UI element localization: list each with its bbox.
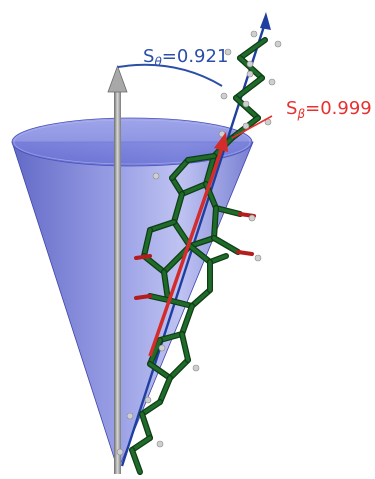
- bond: [148, 220, 176, 232]
- hydrogen-atom: [242, 100, 250, 108]
- hydrogen-atom: [242, 122, 250, 130]
- bond: [180, 332, 190, 362]
- bond: [188, 244, 212, 264]
- bond: [234, 76, 264, 100]
- hydrogen-atom: [248, 214, 256, 222]
- hydrogen-atom: [268, 78, 276, 86]
- bond: [162, 270, 170, 302]
- bond: [168, 358, 190, 380]
- hydrogen-atom: [144, 396, 152, 404]
- bond: [142, 228, 152, 258]
- bond: [130, 436, 152, 452]
- bond: [170, 158, 190, 180]
- bond: [214, 206, 242, 216]
- hydrogen-atom: [274, 40, 282, 48]
- bond: [158, 332, 184, 342]
- hydrogen-atom: [246, 60, 254, 68]
- hydrogen-atom: [192, 364, 200, 372]
- s-theta-label: Sθ=0.921: [143, 46, 228, 69]
- hydrogen-atom: [116, 448, 124, 456]
- bond: [130, 448, 142, 474]
- bond: [188, 236, 216, 248]
- hydrogen-atom: [126, 412, 134, 420]
- bond: [148, 294, 170, 302]
- s-beta-label: Sβ=0.999: [286, 98, 372, 121]
- hydrogen-atom: [254, 254, 262, 262]
- bond: [186, 154, 216, 162]
- bond: [170, 176, 184, 196]
- oxygen-bond: [134, 254, 152, 260]
- beta-arrow: [148, 115, 273, 357]
- hydrogen-atom: [220, 92, 228, 100]
- bond: [166, 298, 194, 308]
- hydrogen-atom: [246, 70, 254, 78]
- hydrogen-atom: [158, 344, 166, 352]
- bond: [172, 220, 192, 248]
- bond: [180, 182, 208, 196]
- hydrogen-atom: [156, 440, 164, 448]
- bond: [238, 38, 267, 60]
- hydrogen-atom: [224, 48, 232, 56]
- bond: [180, 304, 194, 336]
- bond: [212, 206, 218, 240]
- bond: [238, 56, 264, 80]
- bond: [148, 362, 172, 380]
- bond: [234, 96, 260, 120]
- oxygen-bond: [236, 250, 254, 256]
- oxygen-bond: [134, 294, 152, 300]
- bond: [204, 154, 216, 186]
- bond: [140, 412, 152, 440]
- bond: [212, 236, 240, 254]
- theta-arc: [117, 63, 223, 87]
- molecule: [116, 30, 282, 475]
- bond: [190, 288, 212, 308]
- bond: [172, 192, 184, 224]
- director-axis: [107, 64, 128, 474]
- bond: [158, 376, 172, 404]
- bond: [142, 254, 166, 274]
- bond: [148, 338, 162, 366]
- cone: [11, 117, 254, 472]
- hydrogen-atom: [250, 30, 258, 38]
- hydrogen-atom: [152, 172, 160, 180]
- bond: [140, 400, 162, 416]
